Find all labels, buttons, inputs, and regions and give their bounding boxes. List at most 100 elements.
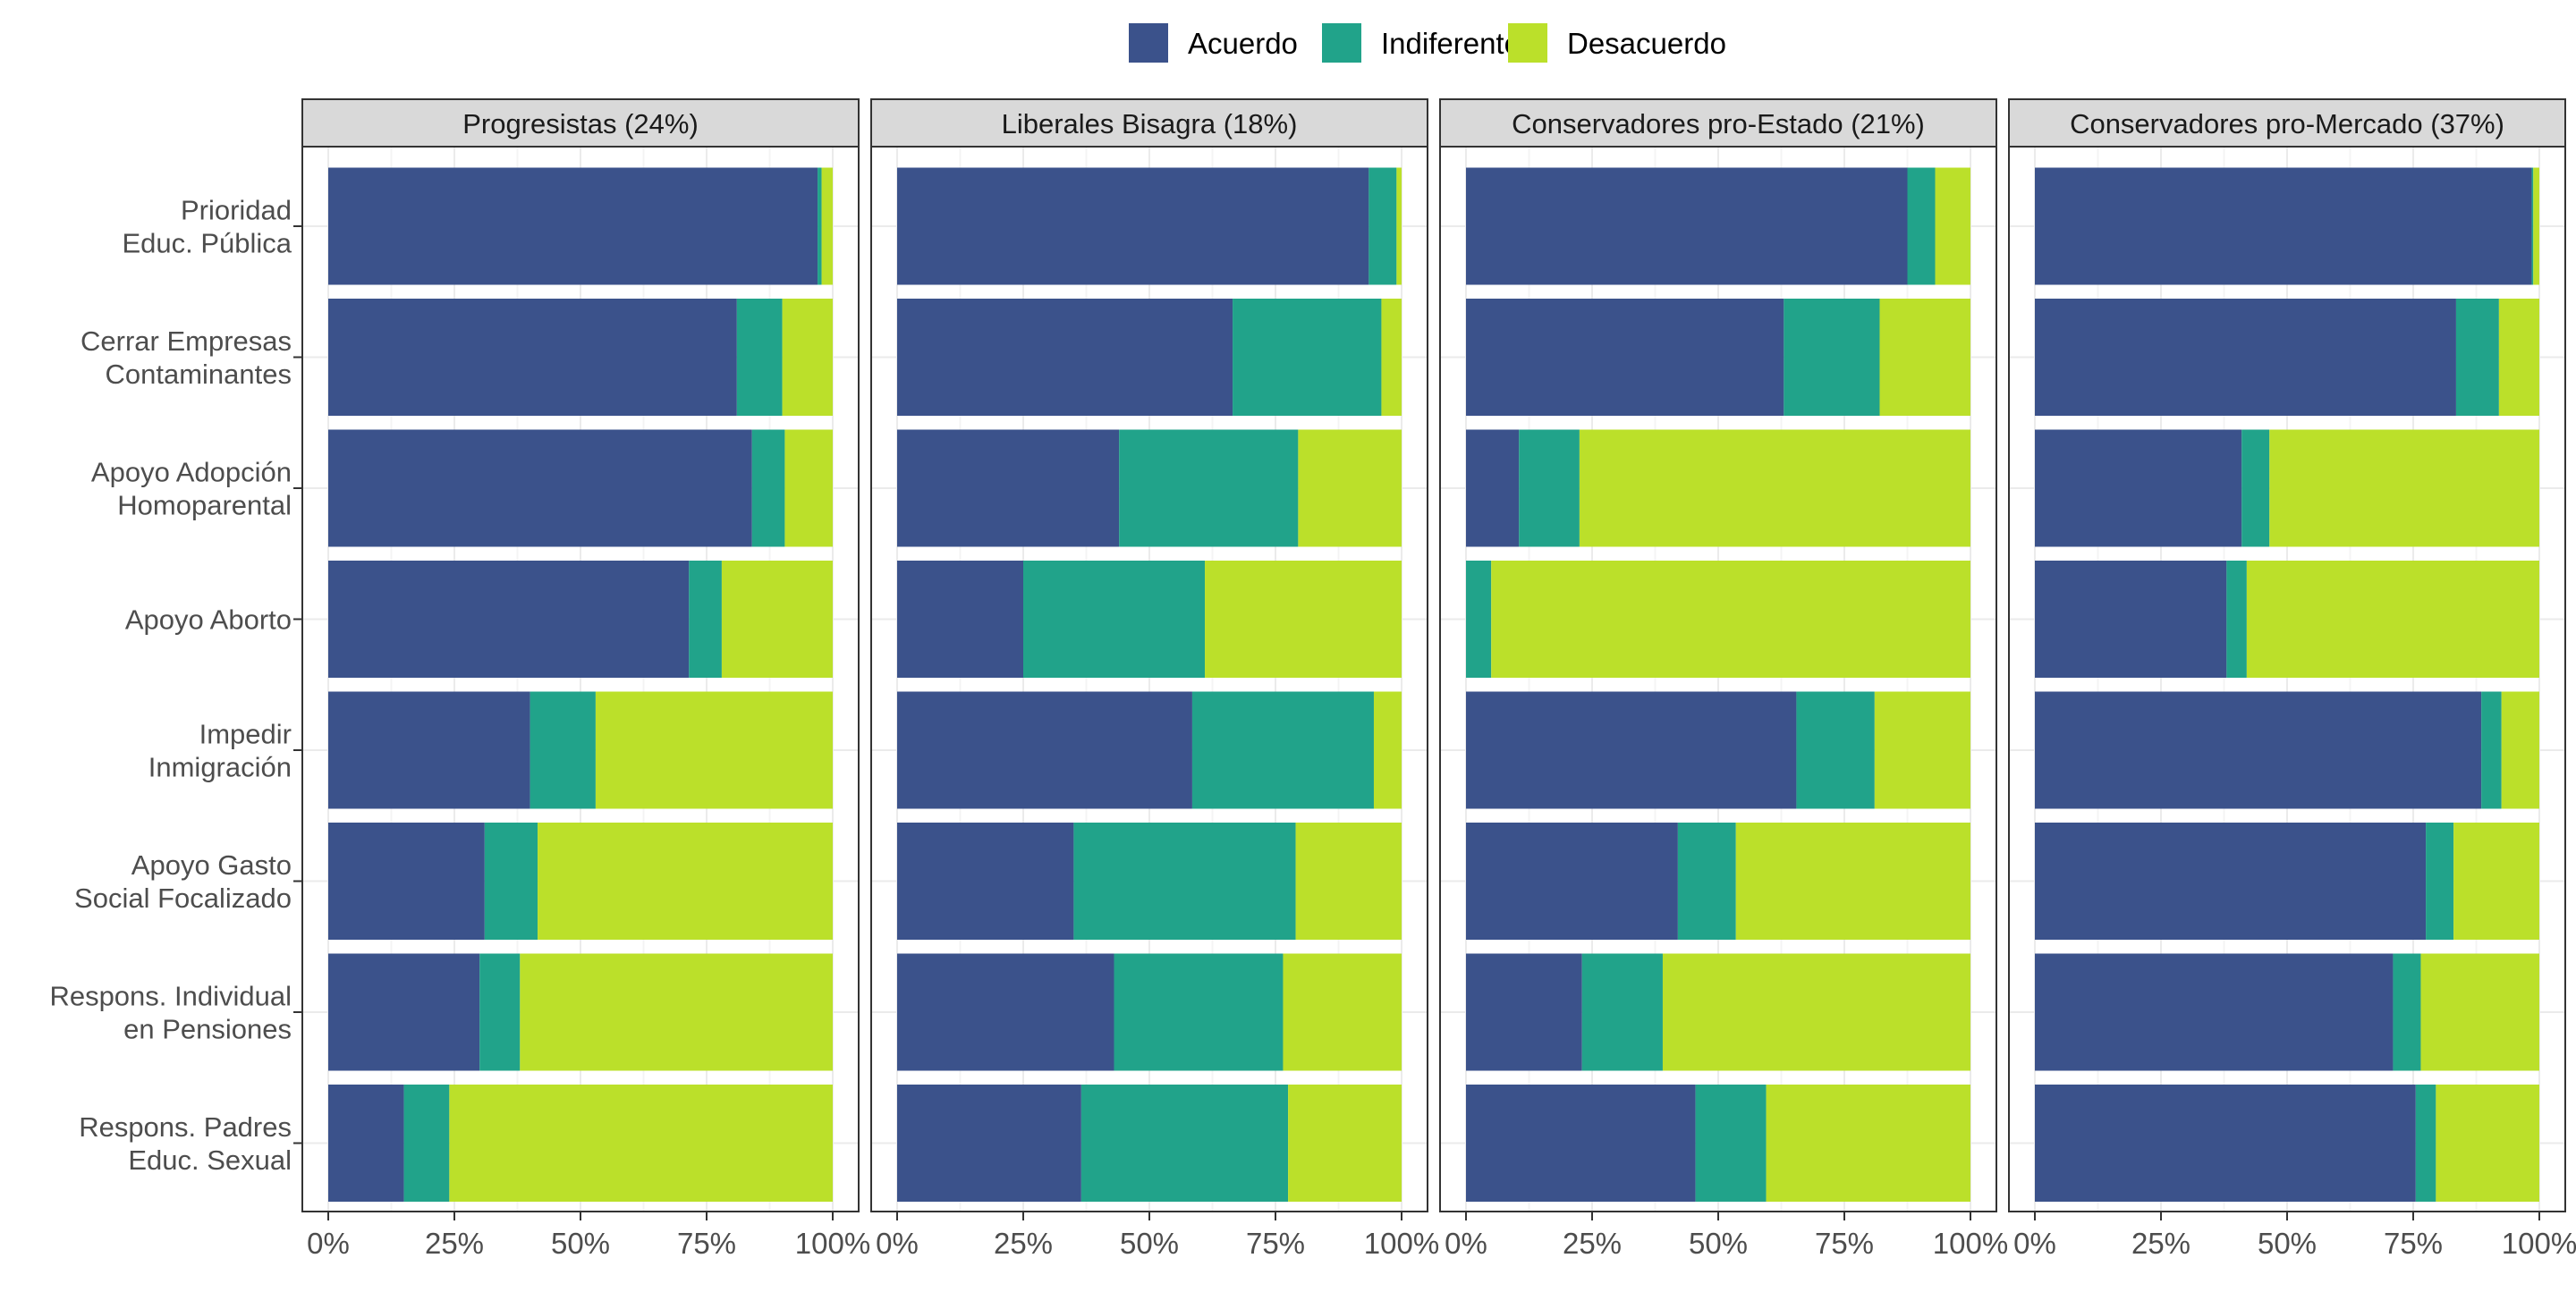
- bar-indiferente: [1907, 167, 1936, 285]
- facet-strip: [301, 98, 860, 148]
- bar-acuerdo: [897, 429, 1120, 547]
- bar-acuerdo: [328, 691, 530, 809]
- facet-title: Progresistas (24%): [462, 108, 699, 139]
- bar-desacuerdo: [1766, 1085, 1970, 1202]
- bar-acuerdo: [328, 561, 690, 678]
- bar-acuerdo: [897, 561, 1023, 678]
- bar-indiferente: [403, 1085, 450, 1202]
- bar-acuerdo: [1466, 429, 1520, 547]
- bar-desacuerdo: [1298, 429, 1402, 547]
- bar-desacuerdo: [1295, 823, 1402, 940]
- y-category-label: Prioridad: [181, 195, 292, 226]
- bar-indiferente: [2226, 561, 2247, 678]
- bar-desacuerdo: [782, 299, 833, 416]
- bar-desacuerdo: [1879, 299, 1970, 416]
- bar-acuerdo: [328, 1085, 404, 1202]
- bar-acuerdo: [1466, 167, 1908, 285]
- bar-desacuerdo: [1373, 691, 1402, 809]
- bar-indiferente: [1519, 429, 1580, 547]
- bar-acuerdo: [328, 823, 485, 940]
- bar-desacuerdo: [784, 429, 833, 547]
- y-category-label: Cerrar Empresas: [80, 325, 292, 357]
- bar-desacuerdo: [1579, 429, 1970, 547]
- bar-desacuerdo: [520, 953, 833, 1071]
- x-tick-label: 0%: [307, 1227, 350, 1260]
- bar-acuerdo: [2035, 561, 2227, 678]
- bar-acuerdo: [897, 1085, 1081, 1202]
- bar-acuerdo: [2035, 1085, 2416, 1202]
- bar-acuerdo: [1466, 691, 1797, 809]
- bar-indiferente: [1695, 1085, 1767, 1202]
- bar-indiferente: [1233, 299, 1382, 416]
- bar-indiferente: [689, 561, 722, 678]
- x-tick-label: 50%: [2258, 1227, 2317, 1260]
- bar-acuerdo: [328, 167, 818, 285]
- bar-desacuerdo: [1396, 167, 1402, 285]
- bar-indiferente: [530, 691, 596, 809]
- x-tick-label: 25%: [425, 1227, 484, 1260]
- bar-acuerdo: [2035, 429, 2242, 547]
- x-tick-label: 75%: [1246, 1227, 1305, 1260]
- x-tick-label: 100%: [1364, 1227, 1439, 1260]
- bar-desacuerdo: [595, 691, 833, 809]
- bar-acuerdo: [328, 299, 737, 416]
- y-category-label: Homoparental: [117, 490, 292, 521]
- y-category-label: Impedir: [199, 719, 292, 750]
- bar-indiferente: [1191, 691, 1374, 809]
- bar-acuerdo: [897, 299, 1233, 416]
- bar-acuerdo: [897, 167, 1369, 285]
- bar-indiferente: [736, 299, 783, 416]
- legend-label-desacuerdo: Desacuerdo: [1567, 27, 1726, 60]
- bar-desacuerdo: [2453, 823, 2539, 940]
- x-tick-label: 75%: [677, 1227, 736, 1260]
- bar-indiferente: [1119, 429, 1299, 547]
- y-category-label: Inmigración: [148, 752, 292, 783]
- bar-indiferente: [1368, 167, 1397, 285]
- bar-desacuerdo: [2269, 429, 2539, 547]
- bar-desacuerdo: [2246, 561, 2539, 678]
- bar-acuerdo: [2035, 823, 2427, 940]
- facet-strip: [2008, 98, 2566, 148]
- y-category-label: Educ. Sexual: [128, 1144, 292, 1176]
- facet-strip: [870, 98, 1428, 148]
- x-tick-label: 0%: [1445, 1227, 1487, 1260]
- bar-indiferente: [484, 823, 538, 940]
- legend-swatch-desacuerdo: [1508, 23, 1547, 63]
- bar-acuerdo: [2035, 953, 2394, 1071]
- legend-swatch-indiferente: [1322, 23, 1361, 63]
- y-category-label: Respons. Padres: [79, 1111, 292, 1143]
- bar-indiferente: [2481, 691, 2502, 809]
- bar-acuerdo: [2035, 167, 2532, 285]
- bar-desacuerdo: [721, 561, 833, 678]
- bar-acuerdo: [2035, 299, 2456, 416]
- x-tick-label: 25%: [994, 1227, 1053, 1260]
- y-category-label: Respons. Individual: [49, 981, 292, 1012]
- bar-acuerdo: [1466, 953, 1582, 1071]
- y-category-label: Apoyo Adopción: [91, 457, 292, 488]
- y-category-label: Apoyo Aborto: [125, 604, 292, 636]
- bar-desacuerdo: [1874, 691, 1970, 809]
- x-tick-label: 25%: [2131, 1227, 2190, 1260]
- bar-indiferente: [818, 167, 822, 285]
- bar-desacuerdo: [2533, 167, 2539, 285]
- bar-desacuerdo: [1662, 953, 1970, 1071]
- bar-desacuerdo: [1205, 561, 1402, 678]
- y-category-label: Apoyo Gasto: [131, 849, 292, 881]
- facet-title: Liberales Bisagra (18%): [1002, 108, 1298, 139]
- bar-indiferente: [1023, 561, 1206, 678]
- x-tick-label: 0%: [2013, 1227, 2056, 1260]
- y-category-label: Contaminantes: [105, 359, 292, 390]
- x-tick-label: 75%: [1815, 1227, 1874, 1260]
- x-tick-label: 75%: [2384, 1227, 2443, 1260]
- bar-indiferente: [2426, 823, 2454, 940]
- bar-indiferente: [2241, 429, 2270, 547]
- bar-indiferente: [479, 953, 521, 1071]
- y-category-label: Social Focalizado: [74, 882, 292, 914]
- x-tick-label: 0%: [876, 1227, 919, 1260]
- x-tick-label: 100%: [2502, 1227, 2576, 1260]
- bar-indiferente: [1581, 953, 1663, 1071]
- bar-desacuerdo: [449, 1085, 833, 1202]
- legend-label-acuerdo: Acuerdo: [1188, 27, 1298, 60]
- bar-indiferente: [1796, 691, 1875, 809]
